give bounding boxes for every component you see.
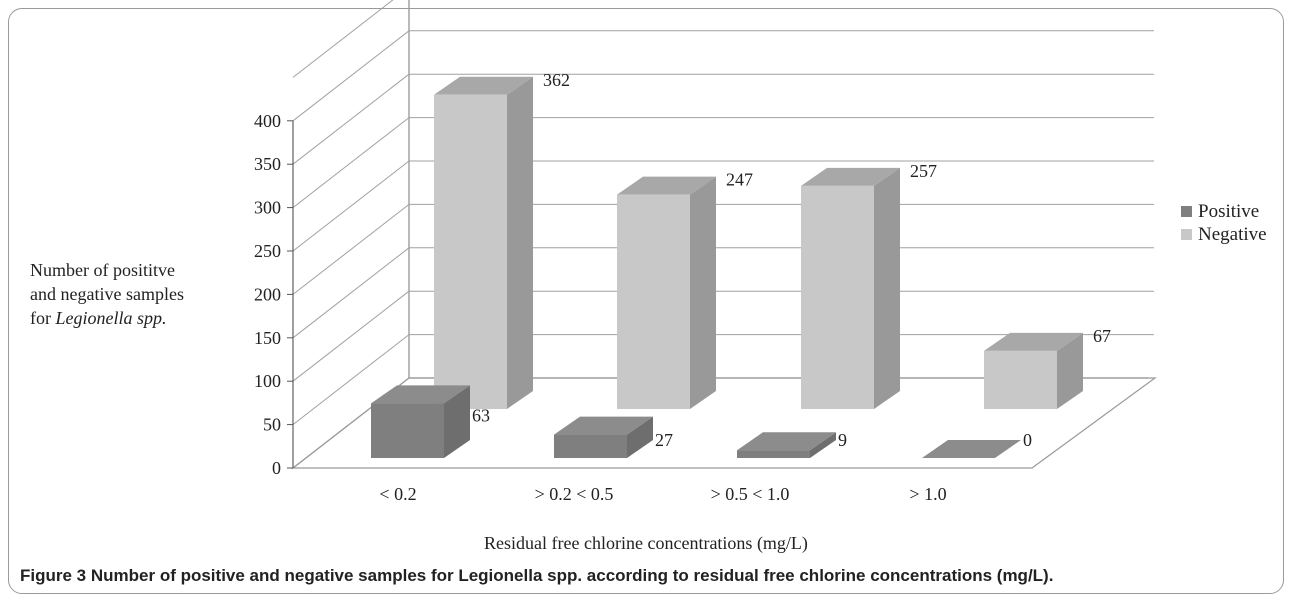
bar-negative (617, 176, 716, 409)
y-tick-label: 200 (254, 284, 281, 304)
legend-item-negative: Negative (1181, 223, 1267, 246)
legend-swatch-positive (1181, 206, 1192, 217)
gridline-side (292, 247, 410, 339)
y-tick-label: 100 (254, 371, 281, 391)
y-tick-label: 300 (254, 198, 281, 218)
bar-negative (984, 332, 1083, 409)
bar-positive (737, 432, 836, 458)
gridline-side (292, 204, 410, 295)
figure-caption: Figure 3 Number of positive and negative… (20, 566, 1053, 586)
bar-positive (922, 440, 1021, 458)
x-tick-label: < 0.2 (379, 484, 416, 504)
gridline-side (292, 73, 410, 165)
data-label-negative: 247 (726, 170, 753, 190)
y-axis-label-line-2: and negative samples (30, 284, 184, 304)
legend-item-positive: Positive (1181, 200, 1267, 223)
y-tick-label: 350 (254, 154, 281, 174)
x-axis-ticks: < 0.2 > 0.2 < 0.5 > 0.5 < 1.0 > 1.0 (379, 484, 946, 504)
chart-gridlines (292, 0, 1154, 425)
y-axis-ticks: 0 50 100 150 200 250 300 350 400 (254, 111, 294, 478)
legend-label-negative: Negative (1198, 223, 1267, 245)
floor (291, 377, 1157, 469)
data-labels: 362 247 257 67 63 27 9 0 (472, 70, 1111, 450)
data-label-positive: 63 (472, 405, 490, 425)
data-label-negative: 257 (910, 161, 937, 181)
legend: Positive Negative (1181, 200, 1267, 246)
legend-swatch-negative (1181, 229, 1192, 240)
gridline-side (292, 117, 410, 208)
bar-negative (801, 167, 900, 409)
x-tick-label: > 0.2 < 0.5 (535, 484, 614, 504)
bar-positive (554, 416, 653, 458)
y-axis-label-italic: Legionella spp. (55, 308, 167, 328)
gridline-side (292, 334, 410, 425)
caption-number: Figure 3 (20, 566, 87, 585)
y-tick-label: 250 (254, 241, 281, 261)
x-axis-label: Residual free chlorine concentrations (m… (484, 533, 808, 553)
gridline-side (292, 160, 410, 252)
y-axis-label: Number of posititve and negative samples… (30, 258, 228, 330)
caption-text: Number of positive and negative samples … (90, 566, 1054, 585)
x-tick-label: > 1.0 (909, 484, 946, 504)
gridline-side (292, 0, 394, 78)
y-axis-label-line-3: for Legionella spp. (30, 308, 167, 328)
data-label-negative: 67 (1093, 326, 1111, 346)
chart-bars (371, 76, 1083, 458)
y-tick-label: 150 (254, 328, 281, 348)
legend-label-positive: Positive (1198, 200, 1260, 222)
bar-positive (371, 385, 470, 458)
x-tick-label: > 0.5 < 1.0 (711, 484, 790, 504)
y-tick-label: 400 (254, 111, 281, 131)
data-label-positive: 0 (1023, 430, 1032, 450)
data-label-positive: 9 (838, 430, 847, 450)
gridline-side (292, 30, 410, 122)
data-label-negative: 362 (543, 70, 570, 90)
y-tick-label: 0 (272, 458, 281, 478)
y-tick-label: 50 (263, 415, 281, 435)
y-axis-label-line-1: Number of posititve (30, 260, 175, 280)
data-label-positive: 27 (655, 430, 673, 450)
bar-negative (434, 76, 533, 409)
gridline-side (292, 290, 410, 382)
